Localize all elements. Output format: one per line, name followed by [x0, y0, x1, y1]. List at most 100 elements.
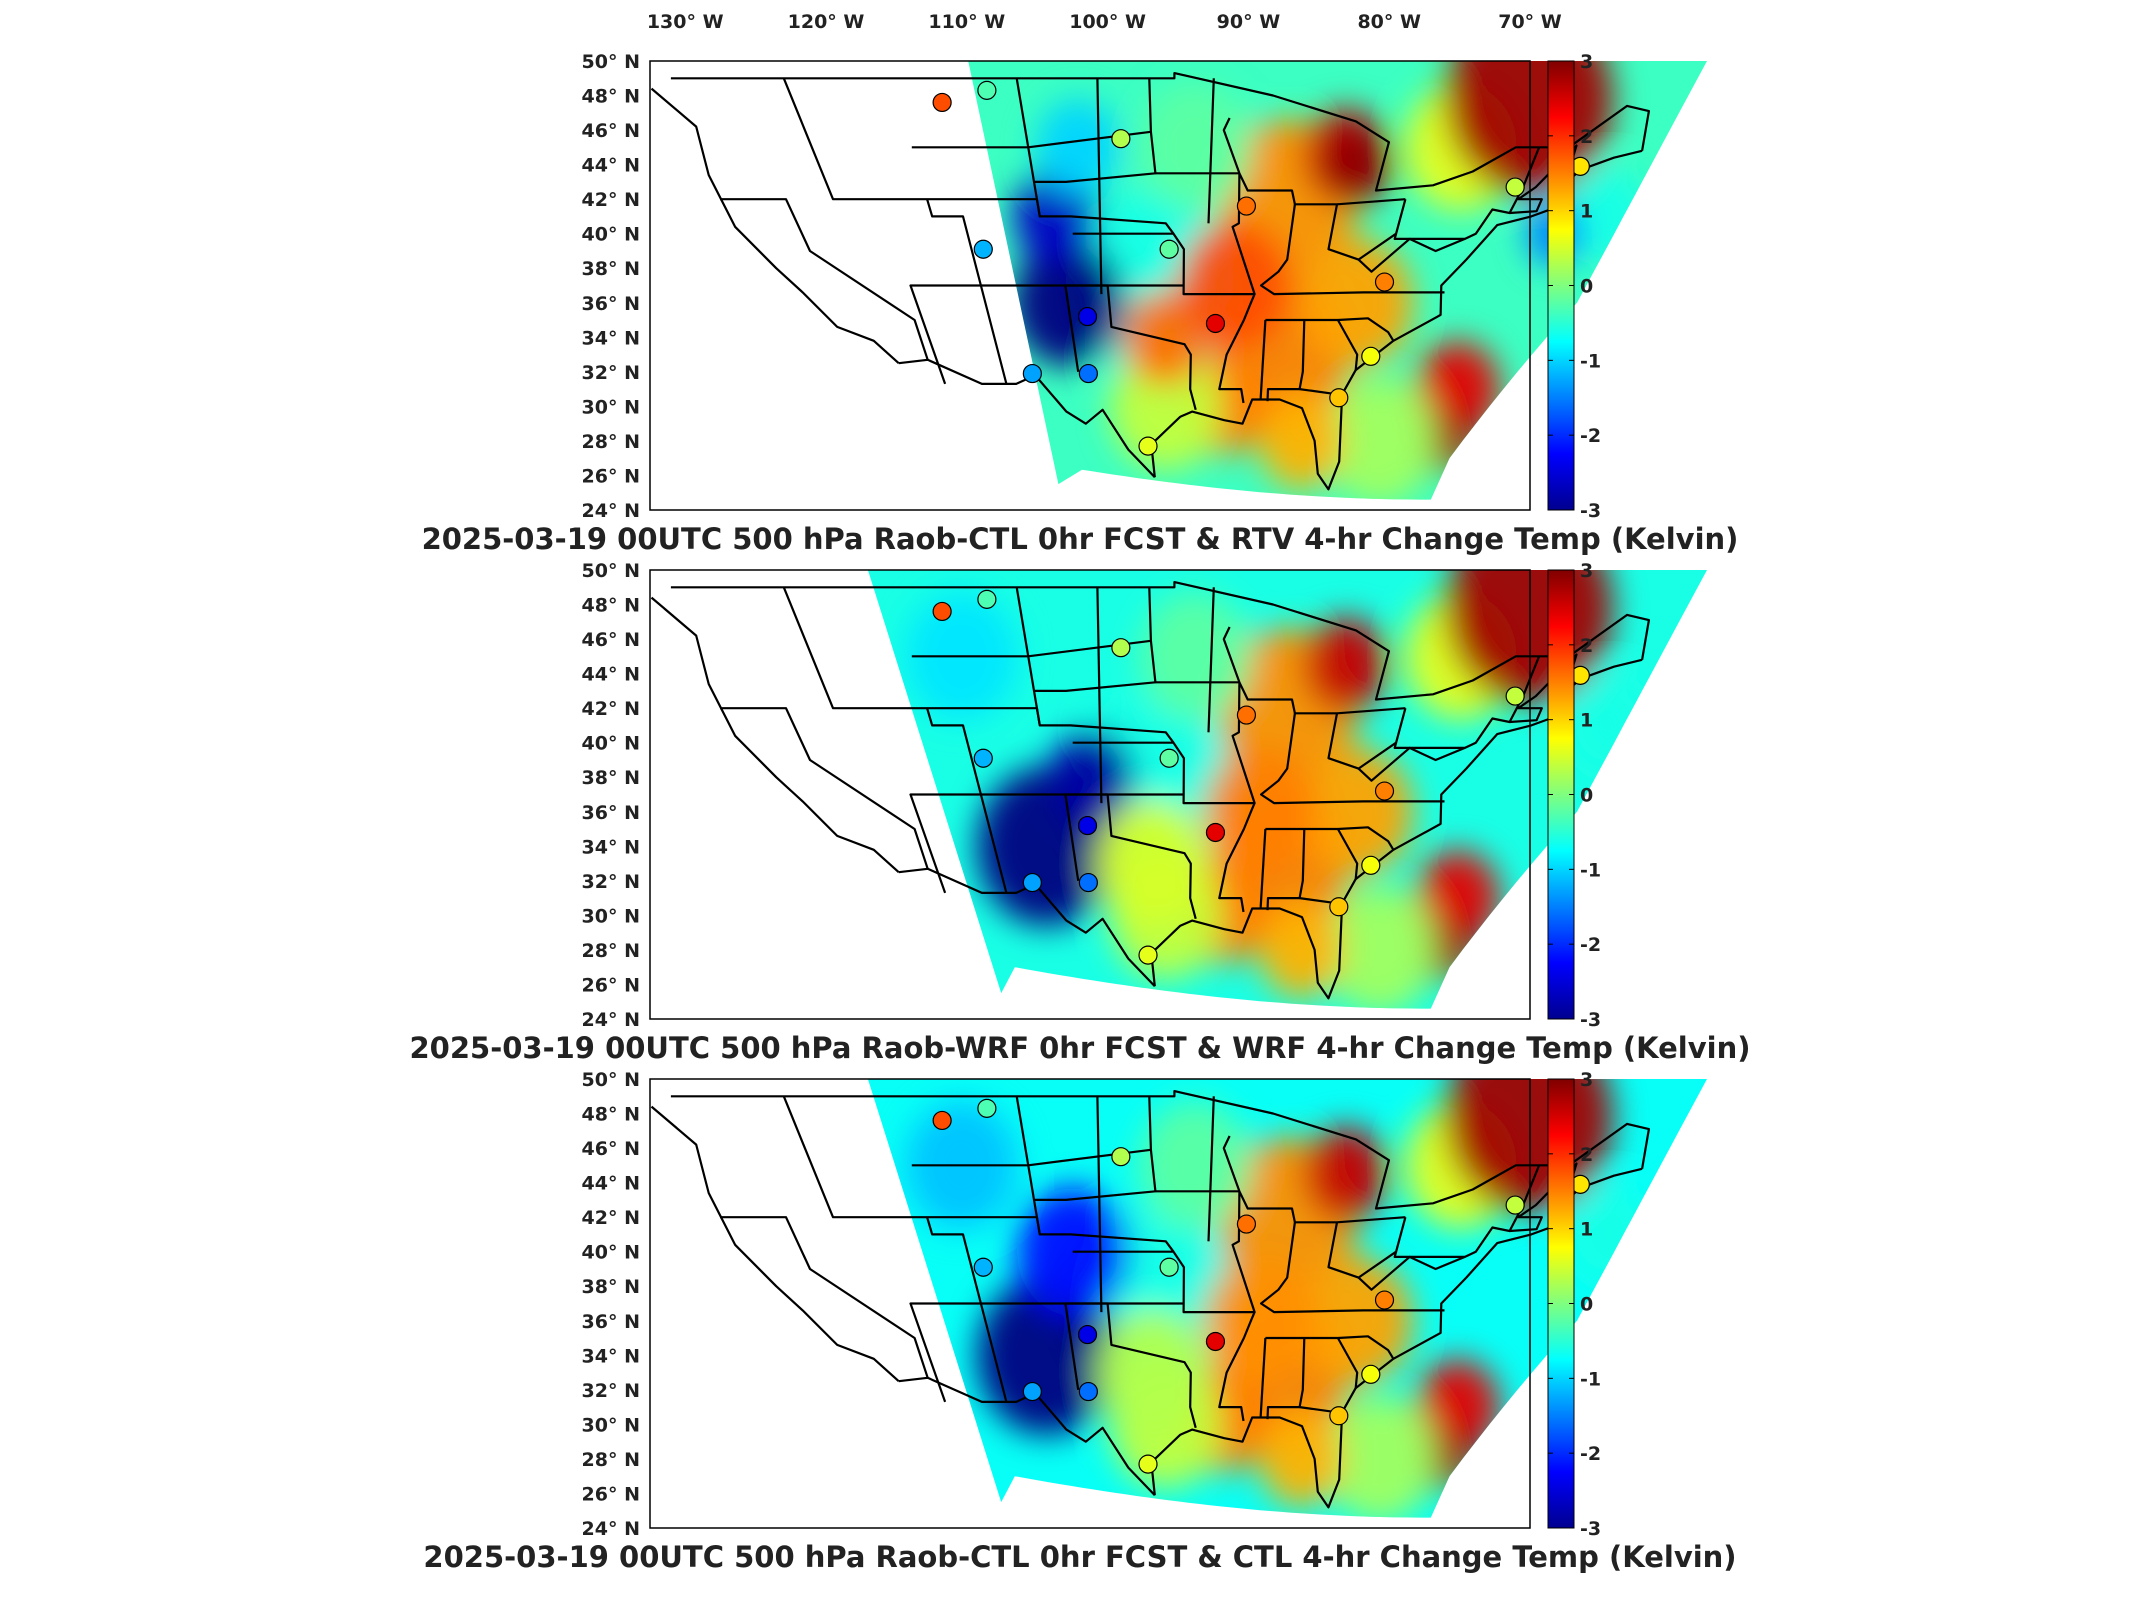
raob-marker — [1236, 1214, 1257, 1234]
colorbar-tick-label: 0 — [1580, 1294, 1593, 1316]
colorbar-tick-label: -3 — [1580, 500, 1601, 522]
raob-marker — [1022, 363, 1042, 384]
lat-label: 26° N — [582, 465, 640, 487]
raob-marker — [977, 1098, 997, 1118]
raob-markers-2 — [932, 589, 1590, 965]
lat-label: 36° N — [582, 1311, 640, 1333]
raob-marker — [1159, 748, 1179, 768]
lat-label: 42° N — [582, 189, 640, 211]
lat-label: 48° N — [582, 1104, 640, 1126]
lon-label: 80° W — [1357, 11, 1421, 33]
lat-label: 36° N — [582, 802, 640, 824]
colorbar-tick-label: 2 — [1580, 1144, 1593, 1166]
latitude-labels-2: 50° N 48° N 46° N 44° N 42° N 40° N 38° N 36° N… — [582, 560, 640, 1031]
lat-label: 40° N — [582, 733, 640, 755]
lat-label: 26° N — [582, 1483, 640, 1505]
raob-marker — [1374, 272, 1395, 292]
raob-marker — [1077, 1324, 1098, 1345]
temperature-change-field-2 — [867, 570, 1707, 1009]
raob-marker — [1374, 1290, 1395, 1310]
latitude-labels-1: 50° N 48° N 46° N 44° N 42° N 40° N 38° N 36° N… — [582, 51, 640, 522]
panel-title-3: 2025-03-19 00UTC 500 hPa Raob-CTL 0hr FC… — [423, 1540, 1736, 1574]
panel-title-1: 2025-03-19 00UTC 500 hPa Raob-CTL 0hr FC… — [422, 522, 1739, 556]
lat-label: 38° N — [582, 767, 640, 789]
lat-label: 38° N — [582, 1276, 640, 1298]
lon-label: 100° W — [1069, 11, 1146, 33]
lat-label: 34° N — [582, 836, 640, 858]
colorbar-tick-label: 0 — [1580, 785, 1593, 807]
colorbar-tick-label: 2 — [1580, 635, 1593, 657]
raob-markers-3 — [932, 1098, 1590, 1474]
raob-marker — [1236, 705, 1257, 725]
map-panel-3: 50° N 48° N 46° N 44° N 42° N 40° N 38° N 36° N… — [423, 1069, 1736, 1574]
colorbar-tick-label: 0 — [1580, 276, 1593, 298]
colorbar-3: 3 2 1 0 -1 -2 -3 — [1547, 1069, 1601, 1540]
lat-label: 34° N — [582, 327, 640, 349]
lat-label: 46° N — [582, 629, 640, 651]
raob-marker — [1329, 388, 1349, 408]
colorbar-tick-label: 1 — [1580, 201, 1593, 223]
raob-marker — [1138, 436, 1158, 456]
raob-marker — [1077, 815, 1098, 836]
colorbar-ticks-1: 3 2 1 0 -1 -2 -3 — [1548, 51, 1601, 522]
lat-label: 48° N — [582, 86, 640, 108]
raob-marker — [1374, 781, 1395, 801]
lat-label: 30° N — [582, 905, 640, 927]
lat-label: 38° N — [582, 258, 640, 280]
lat-label: 48° N — [582, 595, 640, 617]
raob-marker — [973, 239, 993, 259]
colorbar-tick-label: -1 — [1580, 859, 1601, 881]
lon-label: 90° W — [1217, 11, 1281, 33]
raob-marker — [932, 1110, 952, 1131]
colorbar-tick-label: 3 — [1580, 1069, 1593, 1091]
colorbar-2: 3 2 1 0 -1 -2 -3 — [1547, 560, 1601, 1031]
raob-marker — [1078, 1381, 1098, 1402]
map-panel-1: 50° N 48° N 46° N 44° N 42° N 40° N 38° N 36° N… — [422, 51, 1739, 556]
raob-marker — [1505, 177, 1525, 197]
lon-label: 130° W — [647, 11, 724, 33]
raob-marker — [1022, 1381, 1042, 1402]
lon-label: 110° W — [928, 11, 1005, 33]
raob-marker — [1205, 313, 1226, 334]
lat-label: 24° N — [582, 500, 640, 522]
raob-marker — [1159, 1257, 1179, 1277]
colorbar-tick-label: -2 — [1580, 425, 1601, 447]
colorbar-tick-label: 2 — [1580, 126, 1593, 148]
lat-label: 28° N — [582, 431, 640, 453]
colorbar-tick-label: 3 — [1580, 560, 1593, 582]
longitude-labels: 130° W 120° W 110° W 100° W 90° W 80° W 70° W — [647, 11, 1562, 33]
lon-label: 70° W — [1498, 11, 1562, 33]
raob-marker — [1138, 1454, 1158, 1474]
raob-marker — [1078, 872, 1098, 893]
raob-marker — [1111, 1147, 1131, 1167]
lat-label: 34° N — [582, 1345, 640, 1367]
raob-marker — [1505, 686, 1525, 706]
raob-marker — [1078, 363, 1098, 384]
state-boundaries-1 — [650, 72, 1650, 491]
raob-marker — [1205, 1331, 1226, 1352]
lat-label: 24° N — [582, 1518, 640, 1540]
lat-label: 44° N — [582, 1173, 640, 1195]
lat-label: 50° N — [582, 1069, 640, 1091]
lat-label: 28° N — [582, 1449, 640, 1471]
latitude-labels-3: 50° N 48° N 46° N 44° N 42° N 40° N 38° N 36° N… — [582, 1069, 640, 1540]
raob-marker — [1159, 239, 1179, 259]
colorbar-tick-label: 3 — [1580, 51, 1593, 73]
raob-marker — [973, 1257, 993, 1277]
raob-marker — [1361, 855, 1381, 875]
colorbar-tick-label: -2 — [1580, 934, 1601, 956]
map-frame-3 — [649, 1078, 1531, 1529]
colorbar-tick-label: 1 — [1580, 710, 1593, 732]
lat-label: 28° N — [582, 940, 640, 962]
raob-marker — [1022, 872, 1042, 893]
raob-marker — [977, 80, 997, 100]
lat-label: 24° N — [582, 1009, 640, 1031]
raob-markers-1 — [932, 80, 1590, 456]
lat-label: 32° N — [582, 871, 640, 893]
lat-label: 42° N — [582, 698, 640, 720]
map-frame-1 — [649, 60, 1531, 511]
lat-label: 46° N — [582, 1138, 640, 1160]
colorbar-tick-label: -1 — [1580, 1368, 1601, 1390]
colorbar-tick-label: -3 — [1580, 1518, 1601, 1540]
lat-label: 50° N — [582, 560, 640, 582]
